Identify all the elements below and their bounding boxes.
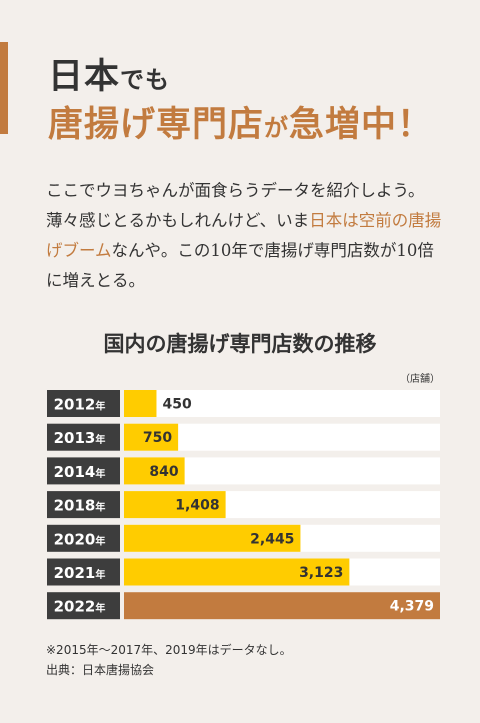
- year-label-bg: [47, 491, 120, 519]
- bar: [124, 592, 440, 620]
- chart-unit: （店舗）: [400, 374, 440, 385]
- heading-line-2-small: が: [264, 114, 290, 142]
- footnote: ※2015年〜2017年、2019年はデータなし。: [46, 643, 292, 657]
- year-label-bg: [47, 558, 120, 586]
- value-label: 450: [162, 397, 191, 413]
- value-label: 2,445: [250, 531, 294, 547]
- bar: [124, 491, 226, 519]
- year-label: 2018年: [54, 497, 106, 515]
- heading-line-2: 唐揚げ専門店が急増中！: [48, 96, 433, 147]
- lead-text-2: なんや。この10年で唐揚げ専門店数が10倍に増えとる。: [46, 241, 434, 290]
- year-label: 2013年: [54, 429, 106, 447]
- lead-paragraph: ここでウヨちゃんが面食らうデータを紹介しよう。薄々感じとるかもしれんけど、いま日…: [46, 176, 446, 296]
- bar: [124, 390, 157, 417]
- source-credit: 出典：日本唐揚協会: [46, 663, 155, 677]
- year-label: 2014年: [54, 463, 106, 481]
- bar: [124, 457, 185, 485]
- year-suffix: 年: [95, 534, 105, 547]
- value-label: 840: [149, 464, 178, 480]
- year-label-bg: [47, 390, 120, 417]
- lead-highlight: 日本は空前の唐揚げブーム: [46, 211, 442, 260]
- year-suffix: 年: [95, 501, 105, 514]
- value-label: 750: [143, 430, 172, 446]
- year-suffix: 年: [95, 602, 105, 615]
- year-suffix: 年: [95, 568, 105, 581]
- year-suffix: 年: [95, 467, 105, 480]
- heading-line-1-small: でも: [120, 66, 171, 94]
- lead-text-1: ここでウヨちゃんが面食らうデータを紹介しよう。薄々感じとるかもしれんけど、いま: [46, 181, 425, 230]
- year-label-bg: [47, 457, 120, 485]
- heading-line-2-end: 急増中！: [289, 105, 434, 145]
- year-label: 2020年: [54, 530, 106, 548]
- year-label: 2022年: [54, 598, 106, 616]
- value-label: 3,123: [299, 565, 343, 581]
- year-label-bg: [47, 423, 120, 451]
- heading-line-1: 日本でも: [48, 48, 170, 99]
- year-label-bg: [47, 524, 120, 552]
- bar: [124, 423, 179, 451]
- value-label: 4,379: [390, 599, 434, 615]
- bar-track: [124, 390, 440, 417]
- year-suffix: 年: [95, 433, 105, 446]
- chart-title: 国内の唐揚げ専門店数の推移: [103, 332, 377, 356]
- bar-chart: 2012年 450 2013年 750 2014年 840 2018年 1,408 2020年 2…: [47, 390, 440, 620]
- year-suffix: 年: [95, 400, 105, 413]
- year-label-bg: [47, 592, 120, 620]
- accent-bar: [0, 42, 8, 134]
- year-label: 2021年: [54, 564, 106, 582]
- heading-line-2-main: 唐揚げ専門店: [48, 105, 265, 145]
- year-label: 2012年: [54, 396, 106, 414]
- bar: [124, 524, 301, 552]
- bar: [124, 558, 350, 586]
- value-label: 1,408: [175, 498, 219, 514]
- heading-line-1-main: 日本: [48, 57, 121, 97]
